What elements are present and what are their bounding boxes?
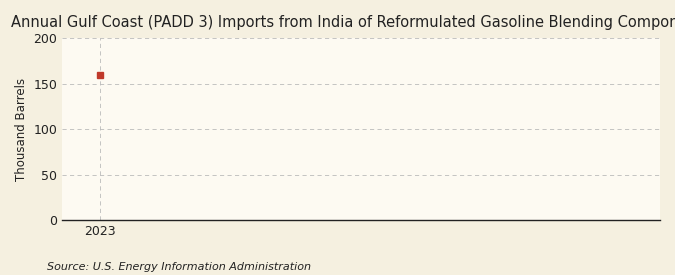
Y-axis label: Thousand Barrels: Thousand Barrels bbox=[15, 78, 28, 181]
Title: Annual Gulf Coast (PADD 3) Imports from India of Reformulated Gasoline Blending : Annual Gulf Coast (PADD 3) Imports from … bbox=[11, 15, 675, 30]
Text: Source: U.S. Energy Information Administration: Source: U.S. Energy Information Administ… bbox=[47, 262, 311, 272]
